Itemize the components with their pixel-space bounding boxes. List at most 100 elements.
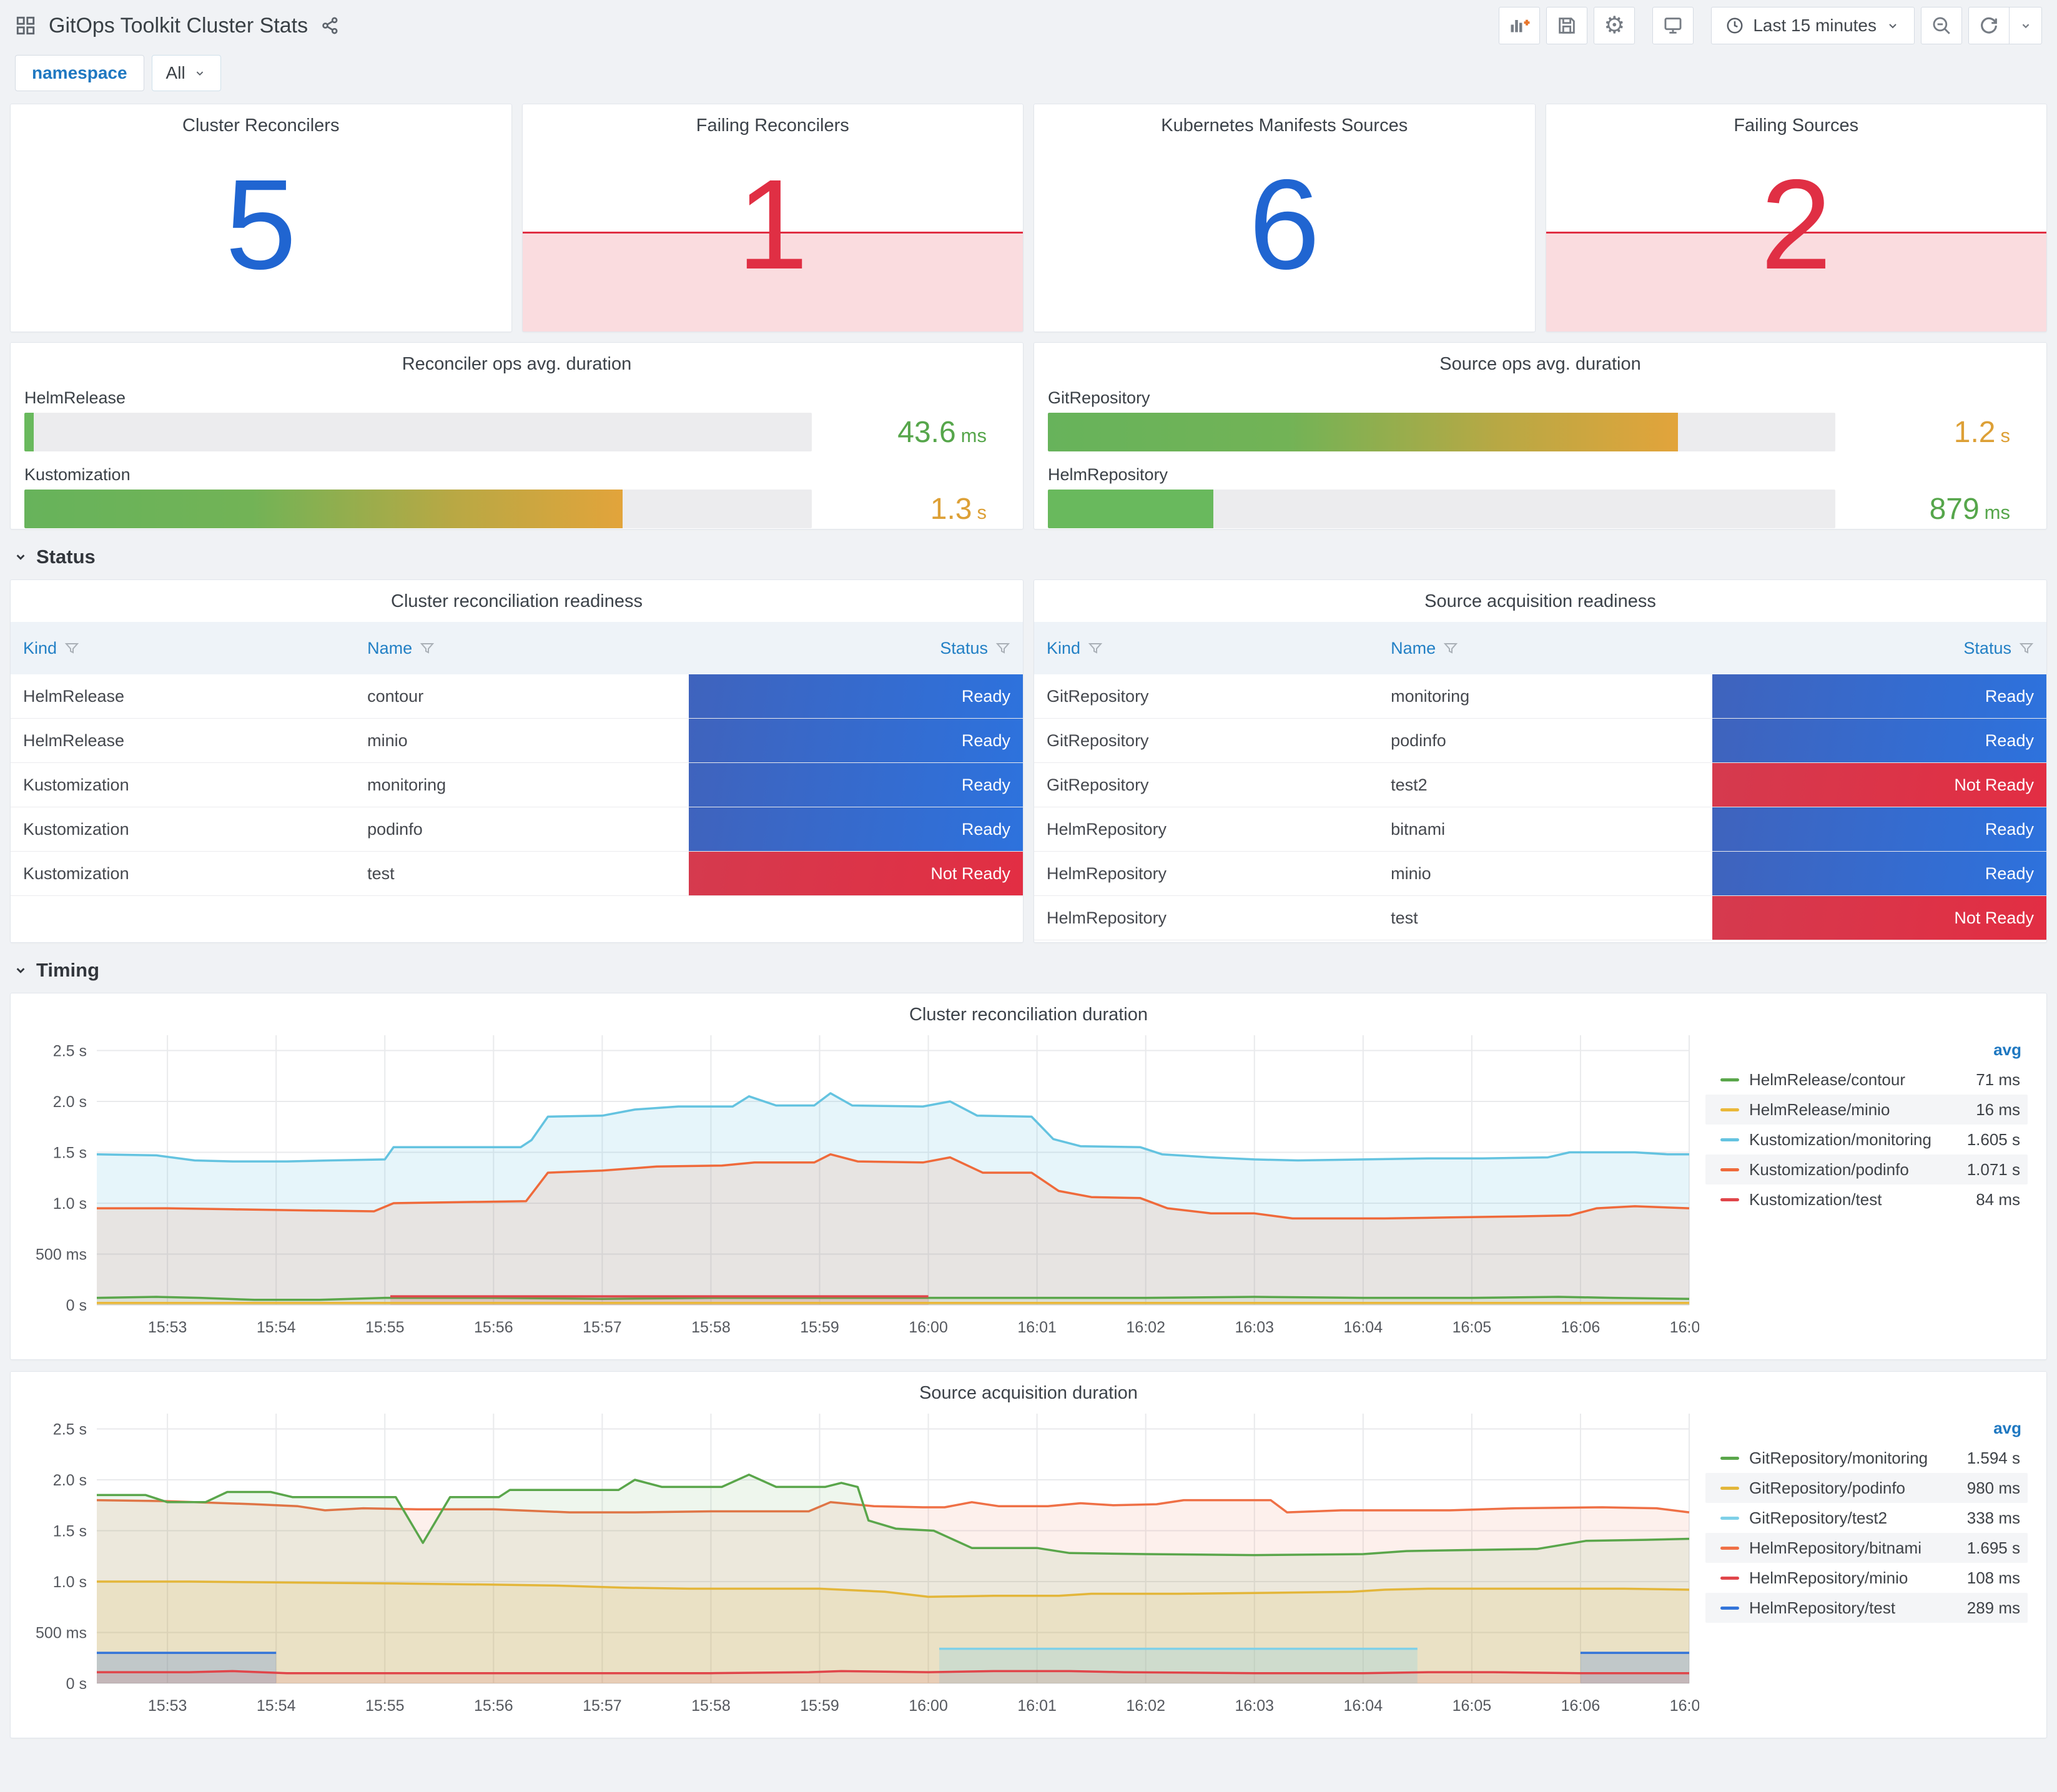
filter-icon[interactable] xyxy=(1088,641,1103,656)
column-header-kind[interactable]: Kind xyxy=(1034,639,1378,658)
legend-series-avg: 289 ms xyxy=(1966,1598,2020,1617)
svg-text:1.0 s: 1.0 s xyxy=(53,1573,87,1591)
share-icon[interactable] xyxy=(320,16,340,36)
stat-panel-title[interactable]: Kubernetes Manifests Sources xyxy=(1161,116,1408,135)
template-variables: namespace All xyxy=(10,51,2047,104)
cell-name: test xyxy=(367,864,395,883)
stat-sparkline-area xyxy=(1546,231,2046,332)
filter-icon[interactable] xyxy=(1443,641,1458,656)
cell-kind: GitRepository xyxy=(1047,731,1149,750)
gauge-label: HelmRelease xyxy=(24,388,126,407)
svg-text:16:02: 16:02 xyxy=(1126,1697,1165,1715)
legend-item[interactable]: HelmRepository/bitnami 1.695 s xyxy=(1705,1533,2028,1563)
column-header-kind[interactable]: Kind xyxy=(11,639,355,658)
cell-status: Ready xyxy=(689,674,1023,718)
stat-panel-title[interactable]: Failing Reconcilers xyxy=(696,116,849,135)
legend-series-dash xyxy=(1720,1546,1739,1550)
cell-status: Ready xyxy=(689,719,1023,762)
legend-avg-header[interactable]: avg xyxy=(1993,1419,2021,1437)
legend-item[interactable]: GitRepository/podinfo 980 ms xyxy=(1705,1473,2028,1503)
legend-item[interactable]: Kustomization/podinfo 1.071 s xyxy=(1705,1154,2028,1184)
table-row: HelmRelease minio Ready xyxy=(11,719,1023,763)
column-header-name[interactable]: Name xyxy=(355,639,689,658)
refresh-button[interactable] xyxy=(1968,7,2010,44)
legend-item[interactable]: HelmRepository/minio 108 ms xyxy=(1705,1563,2028,1593)
svg-text:16:00: 16:00 xyxy=(909,1697,948,1715)
gauge-panel-title[interactable]: Source ops avg. duration xyxy=(1439,354,1641,374)
variable-namespace-value[interactable]: All xyxy=(151,55,221,91)
cell-kind: Kustomization xyxy=(23,864,129,883)
legend-item[interactable]: GitRepository/monitoring 1.594 s xyxy=(1705,1443,2028,1473)
stats-row: Cluster Reconcilers 5 Failing Reconcilers 1… xyxy=(10,104,2047,332)
svg-text:2.5 s: 2.5 s xyxy=(53,1420,87,1438)
section-timing[interactable]: Timing xyxy=(10,953,2047,993)
column-header-status[interactable]: Status xyxy=(689,639,1023,658)
settings-button[interactable]: ⚙ xyxy=(1594,7,1635,44)
bar-gauge-panel: Source ops avg. duration GitRepository 1.2… xyxy=(1033,342,2047,529)
legend-series-avg: 1.594 s xyxy=(1966,1448,2020,1467)
legend-item[interactable]: GitRepository/test2 338 ms xyxy=(1705,1503,2028,1533)
stat-panel-title[interactable]: Failing Sources xyxy=(1734,116,1859,135)
legend-item[interactable]: Kustomization/monitoring 1.605 s xyxy=(1705,1125,2028,1154)
legend-series-name: HelmRepository/minio xyxy=(1749,1568,1908,1587)
filter-icon[interactable] xyxy=(64,641,79,656)
table-row: Kustomization podinfo Ready xyxy=(11,807,1023,852)
stat-panel: Cluster Reconcilers 5 xyxy=(10,104,512,332)
cell-kind: HelmRelease xyxy=(23,686,125,706)
table-panel-title[interactable]: Source acquisition readiness xyxy=(1424,591,1656,611)
svg-text:16:03: 16:03 xyxy=(1235,1319,1274,1336)
svg-text:16:02: 16:02 xyxy=(1126,1319,1165,1336)
section-status[interactable]: Status xyxy=(10,539,2047,579)
cell-kind: HelmRepository xyxy=(1047,864,1167,883)
add-panel-button[interactable] xyxy=(1499,7,1541,44)
table-row: GitRepository podinfo Ready xyxy=(1034,719,2046,763)
save-dashboard-button[interactable] xyxy=(1546,7,1588,44)
cycle-view-button[interactable] xyxy=(1652,7,1694,44)
svg-text:15:57: 15:57 xyxy=(583,1697,622,1715)
cell-status: Ready xyxy=(689,763,1023,807)
chart-plot[interactable]: 0 s 500 ms 1.0 s 1.5 s 2.0 s 2.5 s 15:53 15:54 1… xyxy=(21,1407,1699,1723)
zoom-out-button[interactable] xyxy=(1921,7,1962,44)
legend-avg-header[interactable]: avg xyxy=(1993,1040,2021,1059)
legend-item[interactable]: HelmRelease/minio 16 ms xyxy=(1705,1095,2028,1125)
gauge-fill xyxy=(1048,413,1678,451)
svg-text:16:03: 16:03 xyxy=(1235,1697,1274,1715)
gauge-row: HelmRepository 879 ms xyxy=(1048,465,2033,528)
svg-text:15:54: 15:54 xyxy=(257,1319,296,1336)
cell-status: Ready xyxy=(689,807,1023,851)
table-row: HelmRepository bitnami Ready xyxy=(1034,807,2046,852)
chart-plot[interactable]: 0 s 500 ms 1.0 s 1.5 s 2.0 s 2.5 s 15:53 15:54 1… xyxy=(21,1029,1699,1344)
cell-kind: GitRepository xyxy=(1047,686,1149,706)
filter-icon[interactable] xyxy=(2019,641,2034,656)
table-panel: Cluster reconciliation readiness Kind Name… xyxy=(10,579,1024,943)
column-header-name[interactable]: Name xyxy=(1378,639,1712,658)
chart-panel-title[interactable]: Source acquisition duration xyxy=(919,1383,1138,1403)
legend-item[interactable]: HelmRepository/test 289 ms xyxy=(1705,1593,2028,1623)
column-header-status[interactable]: Status xyxy=(1712,639,2046,658)
dashboard-grid-icon[interactable] xyxy=(15,15,36,36)
variable-namespace-label[interactable]: namespace xyxy=(15,55,144,91)
svg-text:15:56: 15:56 xyxy=(474,1319,513,1336)
svg-text:1.0 s: 1.0 s xyxy=(53,1195,87,1213)
gauges-row: Reconciler ops avg. duration HelmRelease 4… xyxy=(10,342,2047,529)
svg-text:16:01: 16:01 xyxy=(1017,1697,1057,1715)
legend-series-avg: 16 ms xyxy=(1976,1100,2020,1119)
legend-series-dash xyxy=(1720,1168,1739,1171)
legend-item[interactable]: HelmRelease/contour 71 ms xyxy=(1705,1065,2028,1095)
stat-panel-title[interactable]: Cluster Reconcilers xyxy=(182,116,340,135)
chart-panel-title[interactable]: Cluster reconciliation duration xyxy=(909,1005,1148,1025)
stat-panel: Kubernetes Manifests Sources 6 xyxy=(1033,104,1536,332)
chevron-down-icon xyxy=(2022,24,2029,29)
time-range-picker[interactable]: Last 15 minutes xyxy=(1711,7,1915,44)
filter-icon[interactable] xyxy=(420,641,435,656)
gauge-row: Kustomization 1.3 s xyxy=(24,465,1009,528)
chevron-down-icon xyxy=(16,554,25,560)
timeseries-panel: Source acquisition duration 0 s 500 ms 1.0 … xyxy=(10,1371,2047,1738)
filter-icon[interactable] xyxy=(995,641,1010,656)
gauge-panel-title[interactable]: Reconciler ops avg. duration xyxy=(402,354,632,374)
refresh-interval-dropdown[interactable] xyxy=(2010,7,2042,44)
table-panel-title[interactable]: Cluster reconciliation readiness xyxy=(391,591,643,611)
legend-item[interactable]: Kustomization/test 84 ms xyxy=(1705,1184,2028,1214)
section-status-label: Status xyxy=(36,546,96,568)
gauge-fill xyxy=(1048,490,1213,528)
